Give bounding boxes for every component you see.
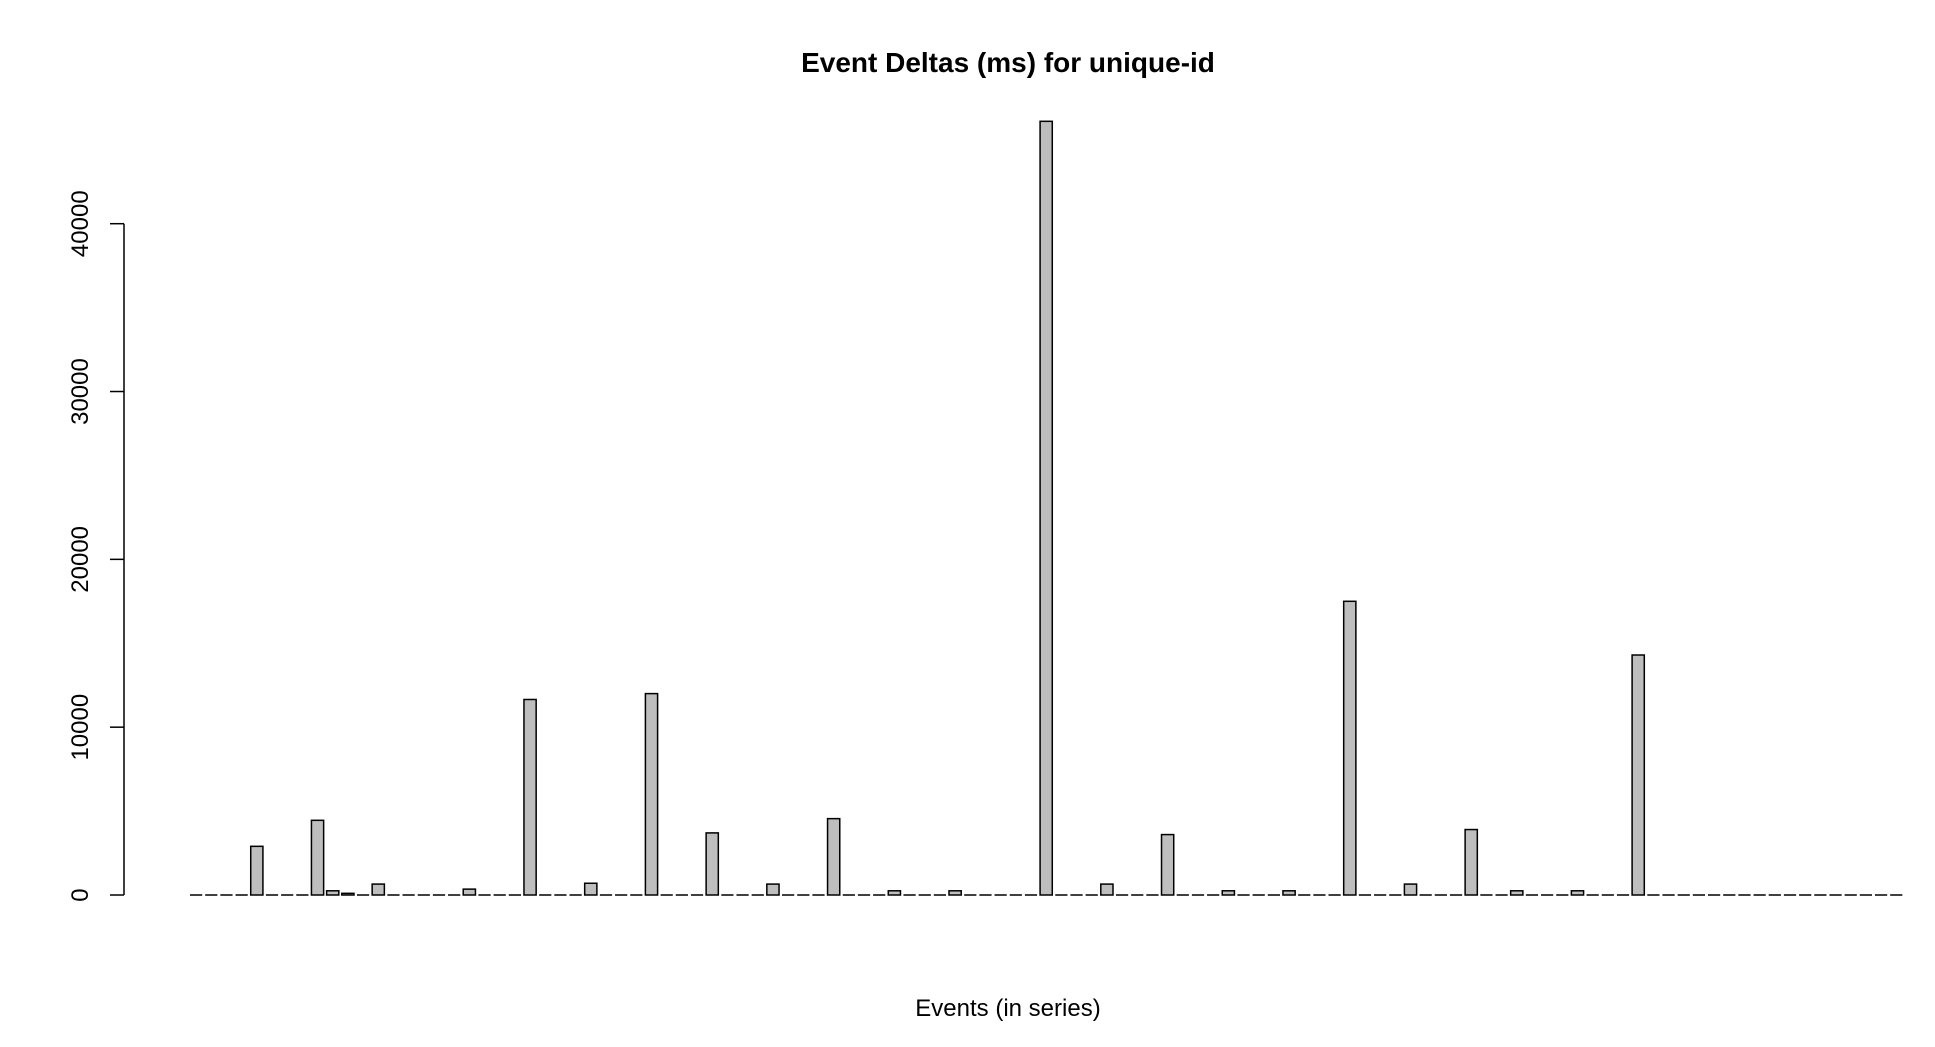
x-axis-label: Events (in series) [915, 995, 1100, 1022]
bar [1221, 890, 1236, 896]
bar [826, 817, 841, 896]
bar [1403, 883, 1418, 896]
bar [1160, 833, 1175, 896]
bar [462, 888, 477, 896]
bar [887, 890, 902, 896]
bar [371, 883, 386, 896]
y-tick-label: 20000 [67, 526, 94, 593]
bar [523, 698, 537, 896]
bar [1342, 600, 1357, 896]
bar [1464, 828, 1479, 896]
y-tick-label: 40000 [67, 190, 94, 257]
bar [325, 890, 340, 896]
bar [1039, 120, 1054, 896]
bar [948, 890, 962, 896]
y-axis: 0 10000 20000 30000 40000 [67, 190, 125, 902]
y-tick-label: 0 [67, 888, 94, 901]
y-tick-label: 30000 [67, 358, 94, 425]
bar [1509, 890, 1524, 896]
bar [766, 883, 780, 896]
bar [705, 832, 720, 896]
bar [1282, 890, 1296, 896]
bar [1631, 654, 1646, 896]
bar [310, 819, 325, 896]
bar [644, 692, 659, 896]
bar [583, 882, 598, 896]
chart-title: Event Deltas (ms) for unique-id [801, 47, 1215, 78]
bar [1100, 883, 1114, 896]
bars-group [190, 120, 1903, 896]
bar [341, 892, 355, 896]
bar [1570, 890, 1585, 896]
y-tick-label: 10000 [67, 694, 94, 761]
bar [249, 845, 264, 896]
